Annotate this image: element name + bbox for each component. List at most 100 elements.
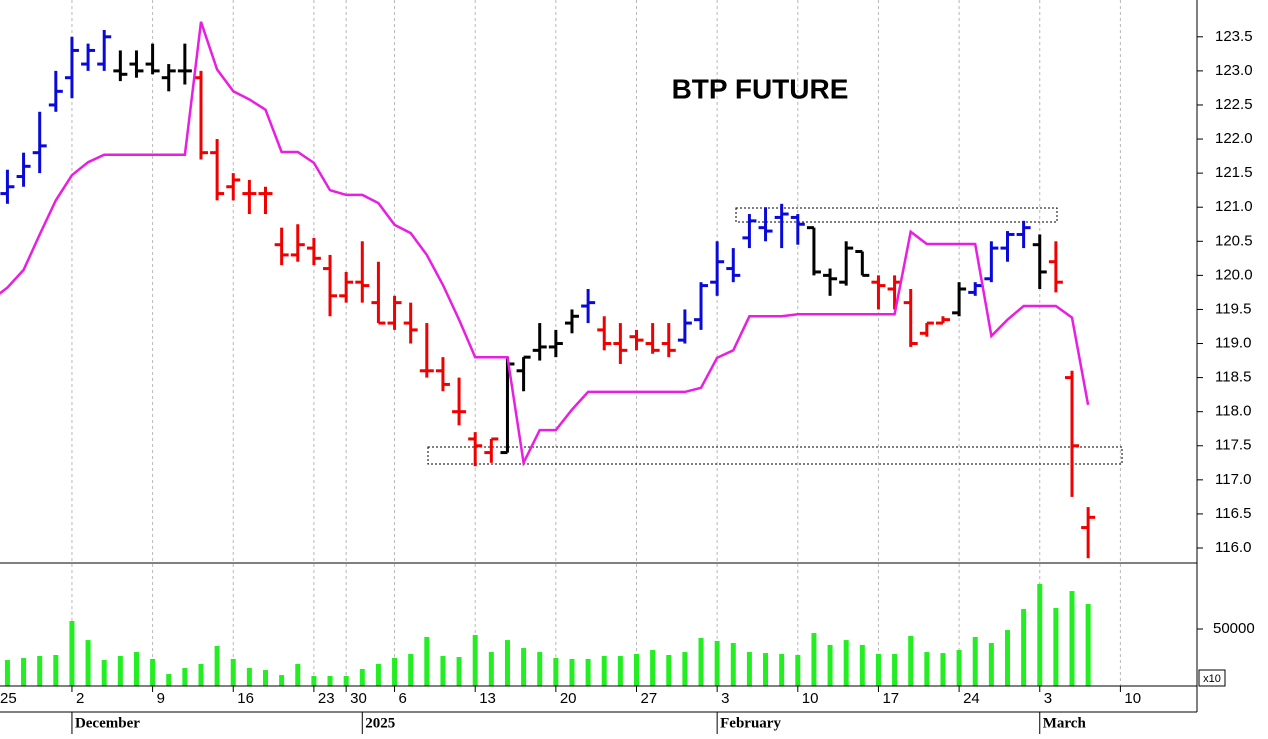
x-tick-label: 9 <box>157 690 165 707</box>
volume-bar <box>4 660 10 686</box>
y-tick-label: 121.0 <box>1215 198 1253 215</box>
volume-tick-label: 50000 <box>1213 620 1255 637</box>
stop-line <box>0 21 1090 467</box>
volume-bar <box>279 675 285 686</box>
volume-bar <box>634 653 639 686</box>
volume-bar <box>295 663 301 686</box>
volume-bar <box>504 640 510 686</box>
y-tick-label: 119.0 <box>1215 334 1251 351</box>
y-tick-label: 117.5 <box>1215 437 1251 454</box>
volume-bar <box>521 648 527 686</box>
volume-bar <box>988 643 994 686</box>
x-tick-label: 24 <box>963 690 980 707</box>
x-tick-label: 3 <box>1044 690 1052 707</box>
volume-bar <box>37 656 43 686</box>
y-tick-label: 120.0 <box>1215 266 1253 283</box>
month-label: February <box>720 715 781 731</box>
volume-bar <box>601 656 607 686</box>
marks-layer <box>0 21 1096 686</box>
support-box <box>427 446 1123 465</box>
volume-bar <box>311 675 317 686</box>
volume-bar <box>101 660 107 686</box>
volume-bar <box>585 658 591 686</box>
volume-bar <box>53 654 59 686</box>
x-tick-label: 13 <box>479 690 496 707</box>
volume-bar <box>811 632 817 686</box>
grid-layer <box>71 0 1121 686</box>
y-tick-label: 116.0 <box>1215 539 1251 556</box>
volume-bar <box>214 645 220 686</box>
volume-bar <box>666 654 672 686</box>
volume-bar <box>408 653 414 686</box>
month-label: 2025 <box>365 715 395 731</box>
volume-bar <box>617 656 623 686</box>
volume-bar <box>424 636 430 686</box>
volume-bar <box>1085 604 1091 686</box>
volume-bar <box>827 644 833 686</box>
volume-bar <box>166 674 172 686</box>
volume-bar <box>650 649 656 686</box>
x-tick-label: 23 <box>318 690 335 707</box>
y-tick-label: 117.0 <box>1215 471 1251 488</box>
y-tick-label: 122.0 <box>1215 130 1253 147</box>
y-tick-label: 118.0 <box>1215 403 1251 420</box>
volume-bar <box>843 640 849 686</box>
volume-bar <box>21 657 27 686</box>
volume-bar <box>859 644 865 686</box>
volume-bar <box>730 643 736 686</box>
volume-bar <box>1053 608 1059 686</box>
x-tick-label: 6 <box>399 690 407 707</box>
volume-bar <box>85 640 91 686</box>
volume-bar <box>246 667 252 686</box>
volume-bar <box>488 652 494 686</box>
y-tick-label: 121.5 <box>1215 164 1253 181</box>
volume-bar <box>440 656 446 686</box>
volume-bar <box>133 652 139 686</box>
x-tick-label: 20 <box>560 690 577 707</box>
volume-bar <box>1069 591 1075 686</box>
y-tick-label: 122.5 <box>1215 96 1253 113</box>
volume-bar <box>940 653 946 686</box>
y-tick-label: 123.5 <box>1215 28 1253 45</box>
volume-bar <box>343 675 349 686</box>
volume-bar <box>795 654 801 686</box>
volume-bar <box>117 656 123 686</box>
volume-bar <box>456 657 462 686</box>
x-tick-label: 25 <box>0 690 17 707</box>
volume-bar <box>198 663 204 686</box>
volume-bar <box>150 658 156 686</box>
x-tick-label: 17 <box>882 690 899 707</box>
volume-bar <box>714 640 720 686</box>
volume-bar <box>359 669 365 686</box>
volume-bar <box>1037 583 1043 686</box>
volume-bar <box>908 635 914 686</box>
x-tick-label: 3 <box>721 690 729 707</box>
volume-bar <box>230 658 236 686</box>
volume-bar <box>698 638 704 686</box>
x-tick-label: 2 <box>76 690 84 707</box>
volume-bar <box>924 652 930 686</box>
volume-bar <box>956 649 962 686</box>
y-tick-label: 118.5 <box>1215 369 1251 386</box>
volume-bar <box>392 657 398 686</box>
volume-bar <box>375 663 381 686</box>
volume-bar <box>472 635 478 686</box>
month-label: March <box>1043 715 1087 731</box>
volume-bar <box>1021 609 1027 686</box>
volume-multiplier: x10 <box>1203 673 1221 685</box>
volume-bar <box>682 652 688 686</box>
volume-bar <box>972 636 978 686</box>
x-tick-label: 10 <box>1124 690 1141 707</box>
volume-bar <box>1004 630 1010 686</box>
volume-bar <box>892 653 898 686</box>
y-tick-label: 123.0 <box>1215 62 1253 79</box>
volume-bar <box>69 621 75 686</box>
volume-bar <box>553 657 559 686</box>
volume-bar <box>875 653 881 686</box>
volume-bar <box>746 652 752 686</box>
y-tick-label: 120.5 <box>1215 232 1253 249</box>
volume-bar <box>537 652 543 686</box>
multiplier-box <box>1198 669 1226 687</box>
y-tick-label: 119.5 <box>1215 300 1251 317</box>
